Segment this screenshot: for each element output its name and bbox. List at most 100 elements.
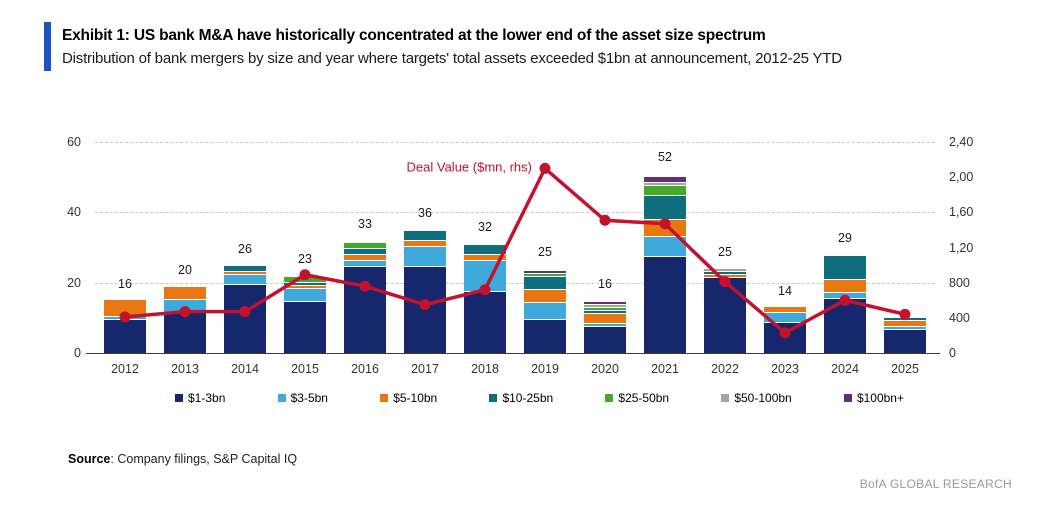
bar-stack <box>584 301 626 353</box>
legend-label: $1-3bn <box>188 391 226 405</box>
bar-segment-$10-25bn <box>584 310 626 313</box>
line-point <box>299 269 311 281</box>
legend-label: $3-5bn <box>290 391 328 405</box>
bar-segment-$50-100bn <box>704 268 746 271</box>
bar-segment-$5-10bn <box>404 240 446 246</box>
x-axis-label: 2021 <box>651 362 679 376</box>
bar-segment-$3-5bn <box>884 326 926 329</box>
bar-segment-$10-25bn <box>524 276 566 289</box>
y-axis-tick-right: 2,40 <box>949 135 974 150</box>
bar-segment-$5-10bn <box>344 254 386 260</box>
x-axis-line <box>86 353 940 354</box>
bar-group-2019: 25 2019 <box>515 135 575 376</box>
bar-segment-$1-3bn <box>104 319 146 353</box>
bar-total-label: 14 <box>778 283 792 298</box>
line-point <box>659 218 671 230</box>
bar-segment-$50-100bn <box>644 182 686 185</box>
legend-item-$3-5bn: $3-5bn <box>277 391 328 405</box>
chart-plot-area: 0 20 40 60 0 400 800 1,20 1,60 2,00 2,40 16 2012 20 20… <box>67 135 973 376</box>
bar-segment-$25-50bn <box>524 273 566 276</box>
x-axis-label: 2017 <box>411 362 439 376</box>
bar-segment-$1-3bn <box>284 301 326 353</box>
legend-item-$10-25bn: $10-25bn <box>489 391 553 405</box>
y-axis-tick-left: 40 <box>67 205 81 220</box>
x-axis-label: 2018 <box>471 362 499 376</box>
bar-stack <box>644 176 686 353</box>
bar-segment-$1-3bn <box>464 291 506 353</box>
bar-segment-$5-10bn <box>464 254 506 260</box>
bar-segment-$3-5bn <box>584 323 626 326</box>
x-axis-label: 2025 <box>891 362 919 376</box>
bar-segment-$3-5bn <box>164 299 206 312</box>
bar-segment-$100bn+ <box>584 301 626 304</box>
bar-segment-$3-5bn <box>344 260 386 266</box>
x-axis-label: 2019 <box>531 362 559 376</box>
legend-swatch-icon <box>277 394 286 402</box>
bar-segment-$5-10bn <box>164 286 206 299</box>
deal-value-line-label: Deal Value ($mn, rhs) <box>406 159 532 175</box>
bar-segment-$5-10bn <box>104 299 146 316</box>
bar-segment-$1-3bn <box>584 326 626 353</box>
legend-swatch-icon <box>489 394 498 402</box>
bar-segment-$10-25bn <box>344 248 386 254</box>
y-axis-tick-right: 800 <box>949 275 970 290</box>
x-axis-label: 2012 <box>111 362 139 376</box>
bar-stack <box>224 265 266 353</box>
bar-total-label: 36 <box>418 206 432 221</box>
x-axis-label: 2015 <box>291 362 319 376</box>
y-axis-tick-right: 0 <box>949 346 956 360</box>
line-point <box>719 276 731 288</box>
bar-segment-$5-10bn <box>764 306 806 312</box>
legend-label: $5-10bn <box>393 391 438 405</box>
bar-total-label: 25 <box>538 245 552 260</box>
legend-item-$5-10bn: $5-10bn <box>380 391 437 405</box>
line-point <box>839 294 851 306</box>
brand-footer: BofA GLOBAL RESEARCH <box>859 477 1012 491</box>
bar-segment-$10-25bn <box>644 195 686 219</box>
bar-segment-$3-5bn <box>404 246 446 266</box>
bar-segment-$25-50bn <box>344 242 386 248</box>
bar-group-2021: 52 2021 <box>635 135 695 376</box>
bar-group-2014: 26 2014 <box>215 135 275 376</box>
legend-item-$25-50bn: $25-50bn <box>605 391 669 405</box>
bar-segment-$10-25bn <box>404 230 446 240</box>
exhibit-title: Exhibit 1: US bank M&A have historically… <box>62 27 766 44</box>
bar-segment-$1-3bn <box>524 319 566 353</box>
legend-label: $100bn+ <box>856 391 904 405</box>
bar-total-label: 52 <box>658 150 672 165</box>
line-point <box>239 306 251 318</box>
legend-label: $25-50bn <box>618 391 670 405</box>
bar-segment-$5-10bn <box>224 271 266 274</box>
y-axis-tick-right: 400 <box>949 310 970 325</box>
y-axis-tick-left: 0 <box>74 346 81 360</box>
line-point <box>479 284 491 296</box>
y-axis-tick-left: 60 <box>67 135 81 150</box>
bar-segment-$1-3bn <box>704 277 746 353</box>
legend-swatch-icon <box>721 394 730 402</box>
line-point <box>419 299 431 311</box>
legend-label: $10-25bn <box>502 391 554 405</box>
gridline <box>95 142 935 144</box>
bar-segment-$100bn+ <box>524 270 566 273</box>
bar-segment-$5-10bn <box>704 274 746 277</box>
legend-label: $50-100bn <box>734 391 792 405</box>
bar-total-label: 16 <box>118 276 132 291</box>
bar-segment-$10-25bn <box>704 271 746 274</box>
x-axis-label: 2020 <box>591 362 619 376</box>
x-axis-label: 2022 <box>711 362 739 376</box>
bar-segment-$3-5bn <box>224 274 266 284</box>
accent-bar <box>44 22 51 72</box>
x-axis-label: 2023 <box>771 362 799 376</box>
bar-segment-$10-25bn <box>284 282 326 285</box>
bar-segment-$100bn+ <box>644 176 686 182</box>
bar-group-2020: 16 2020 <box>575 135 635 376</box>
bar-total-label: 32 <box>478 220 492 235</box>
bar-total-label: 23 <box>298 252 312 267</box>
bar-segment-$5-10bn <box>584 313 626 323</box>
bar-segment-$3-5bn <box>644 236 686 256</box>
bar-segment-$5-10bn <box>284 285 326 288</box>
deal-value-line-overlay <box>119 162 911 339</box>
bar-stack <box>344 242 386 353</box>
x-axis-label: 2014 <box>231 362 259 376</box>
bar-segment-$10-25bn <box>224 265 266 271</box>
